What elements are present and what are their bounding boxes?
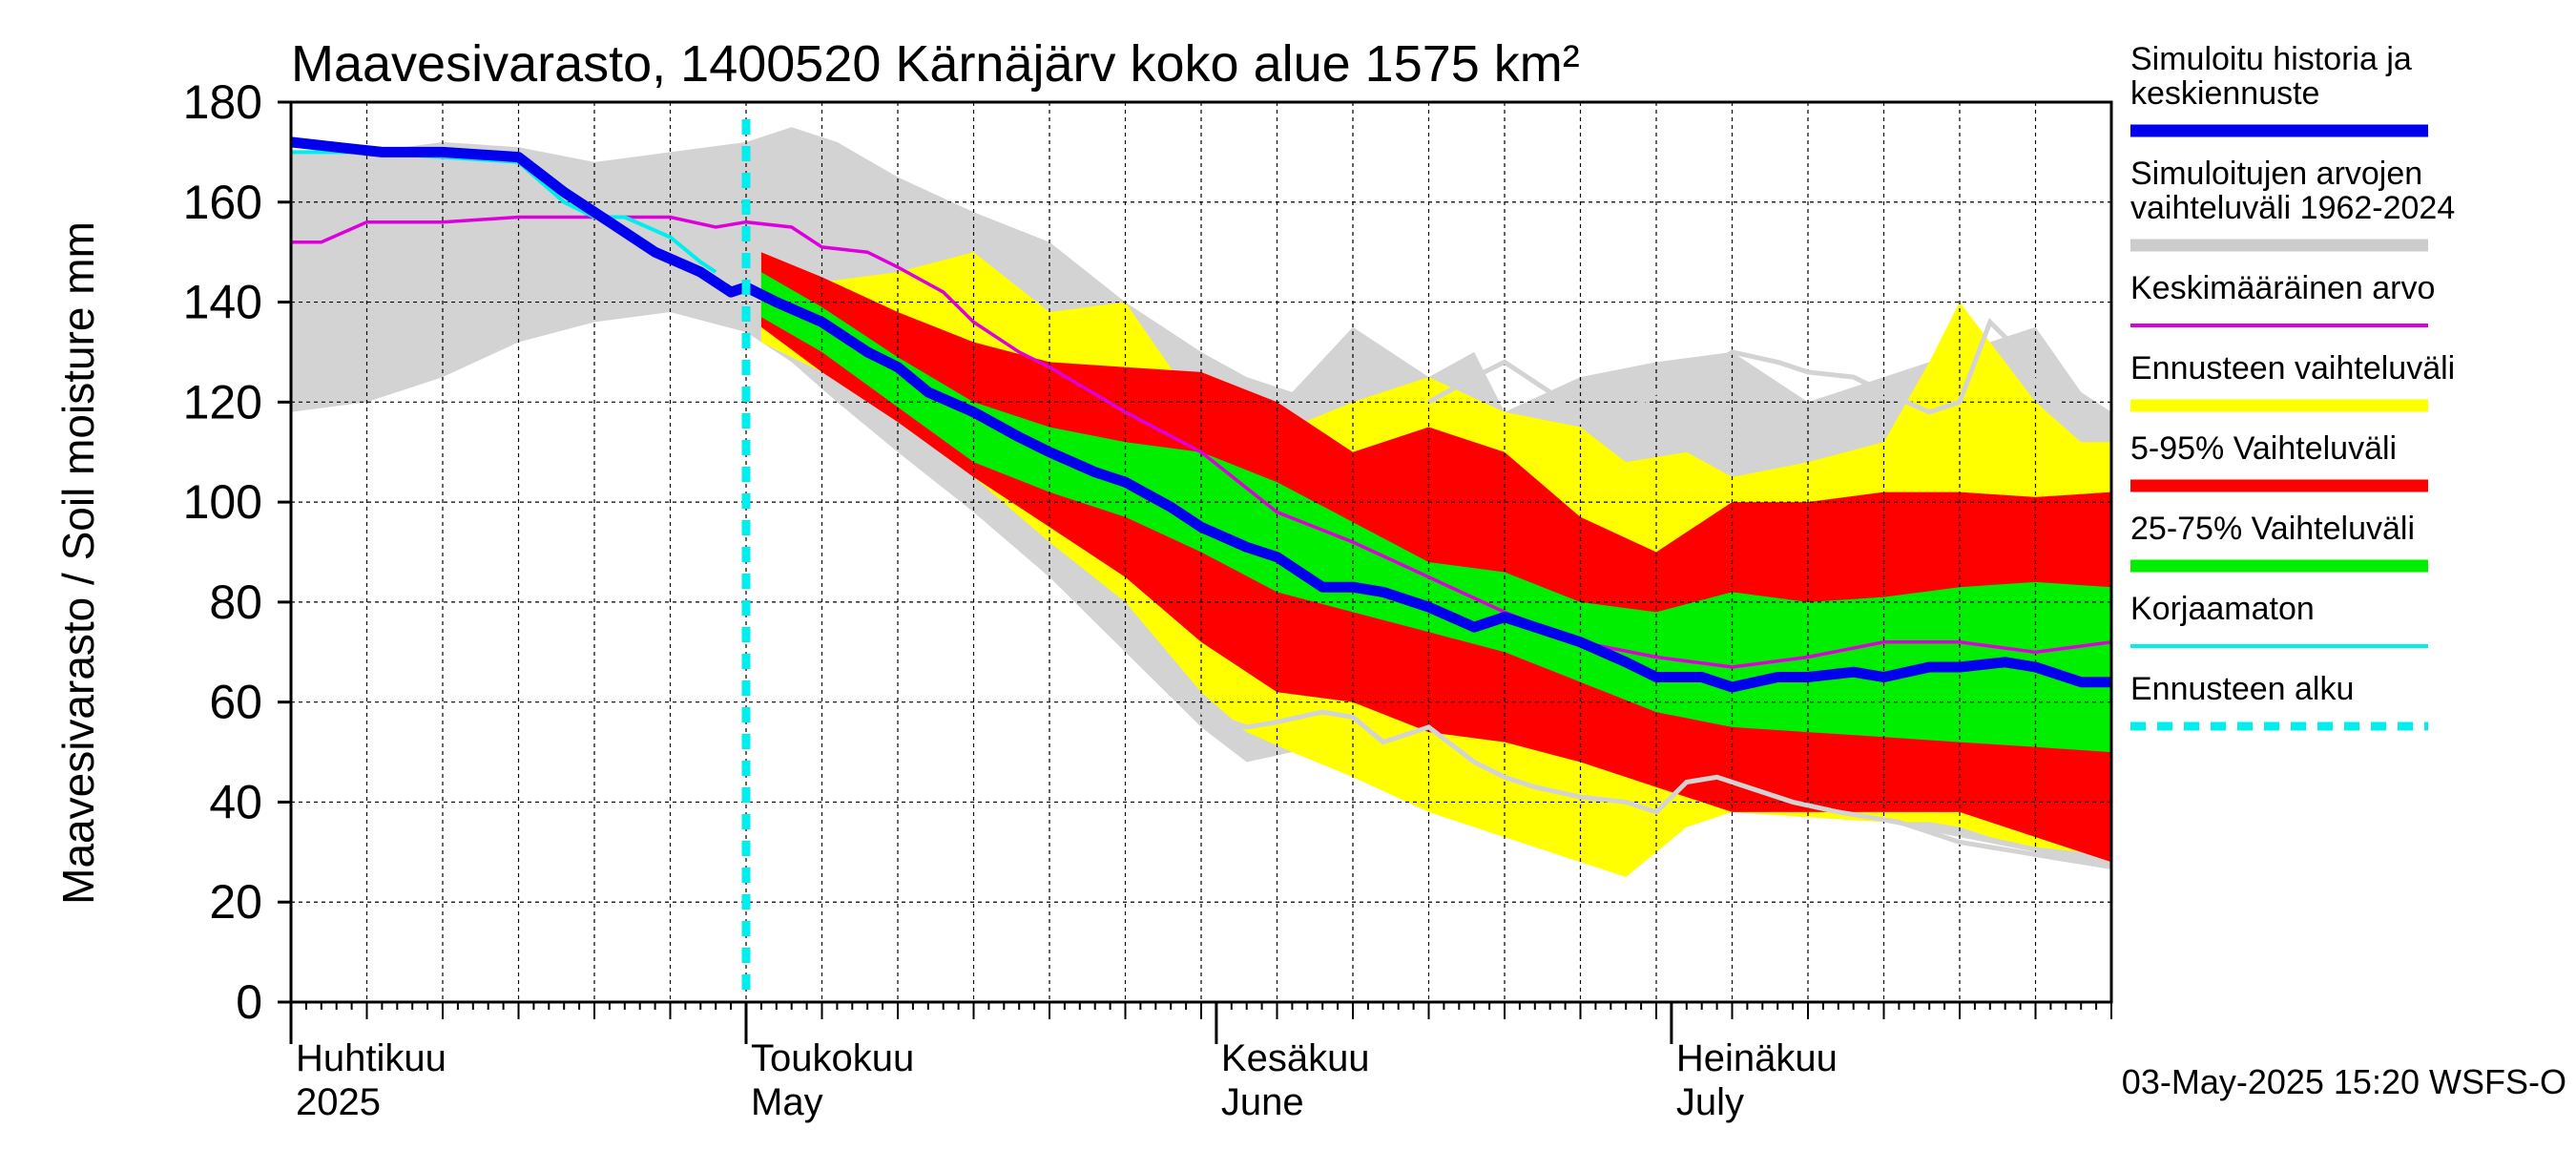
legend-label-line: Simuloitujen arvojen <box>2130 156 2422 192</box>
y-tick-label: 20 <box>209 875 262 929</box>
history-year-line <box>1200 709 2112 869</box>
legend-label: Ennusteen alku <box>2130 671 2354 707</box>
history-year-line <box>1427 318 2112 430</box>
legend-label-line: Keskimääräinen arvo <box>2130 270 2435 306</box>
legend-label: Keskimääräinen arvo <box>2130 270 2435 306</box>
legend-label: Ennusteen vaihteluväli <box>2130 350 2455 387</box>
y-tick-label: 60 <box>209 676 262 729</box>
legend: Simuloitu historia ja keskiennusteSimuloi… <box>2130 41 2455 731</box>
legend-label-line: 5-95% Vaihteluväli <box>2130 430 2397 467</box>
footer-timestamp: 03-May-2025 15:20 WSFS-O <box>2122 1062 2566 1101</box>
p25-75-band <box>760 272 2111 753</box>
y-tick-label: 100 <box>183 475 262 529</box>
legend-label-line: vaihteluväli 1962-2024 <box>2130 190 2455 226</box>
legend-label: Korjaamaton <box>2130 591 2315 627</box>
y-axis-label: Maavesivarasto / Soil moisture mm <box>53 221 103 905</box>
legend-label-line: Ennusteen vaihteluväli <box>2130 350 2455 387</box>
y-tick-label: 140 <box>183 276 262 329</box>
legend-label-line: Ennusteen alku <box>2130 671 2354 707</box>
month-label-en: May <box>751 1081 823 1123</box>
series-lines <box>290 119 2112 1002</box>
y-tick-label: 120 <box>183 375 262 429</box>
y-tick-label: 80 <box>209 575 262 629</box>
y-tick-label: 0 <box>236 975 262 1029</box>
month-label-fi: Heinäkuu <box>1676 1037 1838 1079</box>
month-label-en: 2025 <box>296 1081 381 1123</box>
median-forecast-line <box>290 136 2111 693</box>
mean-line <box>291 215 2112 669</box>
legend-label-line: Simuloitu historia ja <box>2130 41 2412 77</box>
legend-label-line: Korjaamaton <box>2130 591 2315 627</box>
y-tick-label: 40 <box>209 775 262 828</box>
legend-label-line: 25-75% Vaihteluväli <box>2130 511 2415 547</box>
y-tick-label: 180 <box>183 75 262 129</box>
month-label-en: July <box>1676 1081 1744 1123</box>
y-tick-label: 160 <box>183 176 262 229</box>
month-label-en: June <box>1221 1081 1304 1123</box>
legend-label: Simuloitujen arvojen vaihteluväli 1962-20… <box>2130 156 2455 226</box>
gridlines <box>291 102 2111 1002</box>
month-label-fi: Kesäkuu <box>1221 1037 1370 1079</box>
month-label-fi: Huhtikuu <box>296 1037 447 1079</box>
legend-label: 25-75% Vaihteluväli <box>2130 511 2415 547</box>
legend-label: 5-95% Vaihteluväli <box>2130 430 2397 467</box>
legend-label-line: keskiennuste <box>2130 75 2319 112</box>
month-label-fi: Toukokuu <box>751 1037 914 1079</box>
legend-label: Simuloitu historia ja keskiennuste <box>2130 41 2412 112</box>
chart-title: Maavesivarasto, 1400520 Kärnäjärv koko a… <box>291 35 1580 93</box>
